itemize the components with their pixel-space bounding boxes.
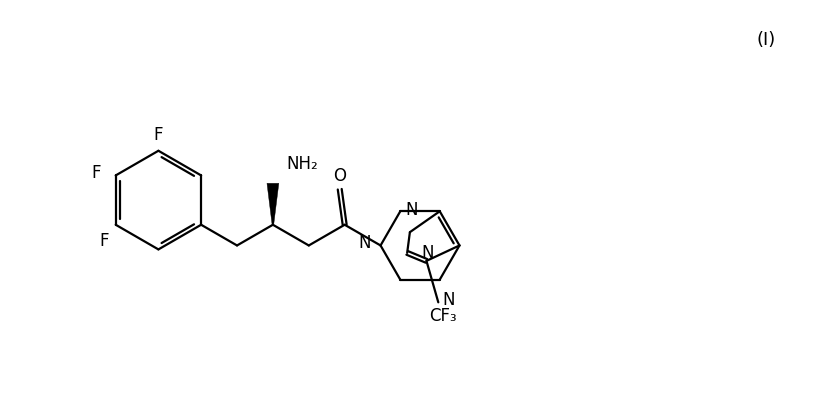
Text: N: N: [421, 244, 434, 262]
Text: N: N: [358, 235, 371, 252]
Polygon shape: [267, 183, 279, 225]
Text: O: O: [333, 167, 346, 185]
Text: N: N: [406, 202, 418, 219]
Text: F: F: [154, 126, 163, 144]
Text: N: N: [443, 292, 455, 309]
Text: F: F: [92, 164, 101, 183]
Text: NH₂: NH₂: [287, 155, 318, 173]
Text: CF₃: CF₃: [429, 307, 457, 325]
Text: F: F: [99, 232, 109, 249]
Text: (I): (I): [757, 31, 776, 49]
